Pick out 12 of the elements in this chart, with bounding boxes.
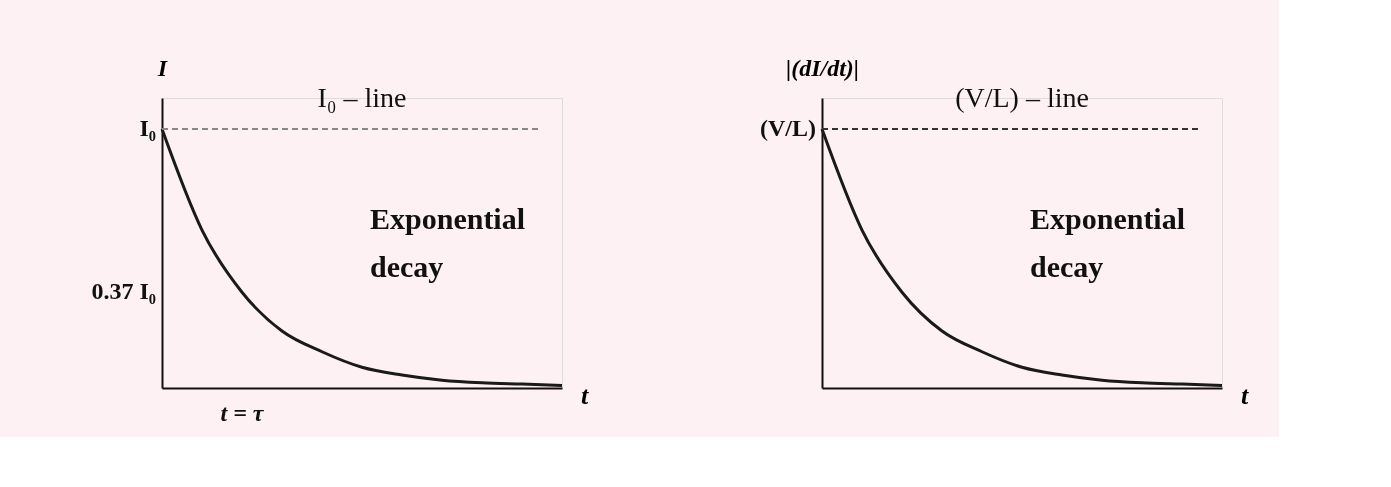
annotation: Exponential decay bbox=[370, 201, 526, 283]
x-axis-title: t bbox=[1240, 380, 1249, 410]
text: t = τ bbox=[220, 400, 265, 426]
y-axis-title: |(dI/dt)| bbox=[785, 54, 860, 81]
ref-line-label: I₀ – line bbox=[317, 82, 407, 114]
y-axis-title: I bbox=[156, 54, 169, 81]
annotation: Exponential decay bbox=[1030, 201, 1186, 283]
text: I₀ bbox=[139, 115, 156, 142]
text: 0.37 I₀ bbox=[91, 278, 156, 305]
x-axis-title: t bbox=[580, 380, 589, 410]
ref-line-label: (V/L) – line bbox=[955, 82, 1089, 114]
text: (V/L) bbox=[760, 115, 816, 142]
